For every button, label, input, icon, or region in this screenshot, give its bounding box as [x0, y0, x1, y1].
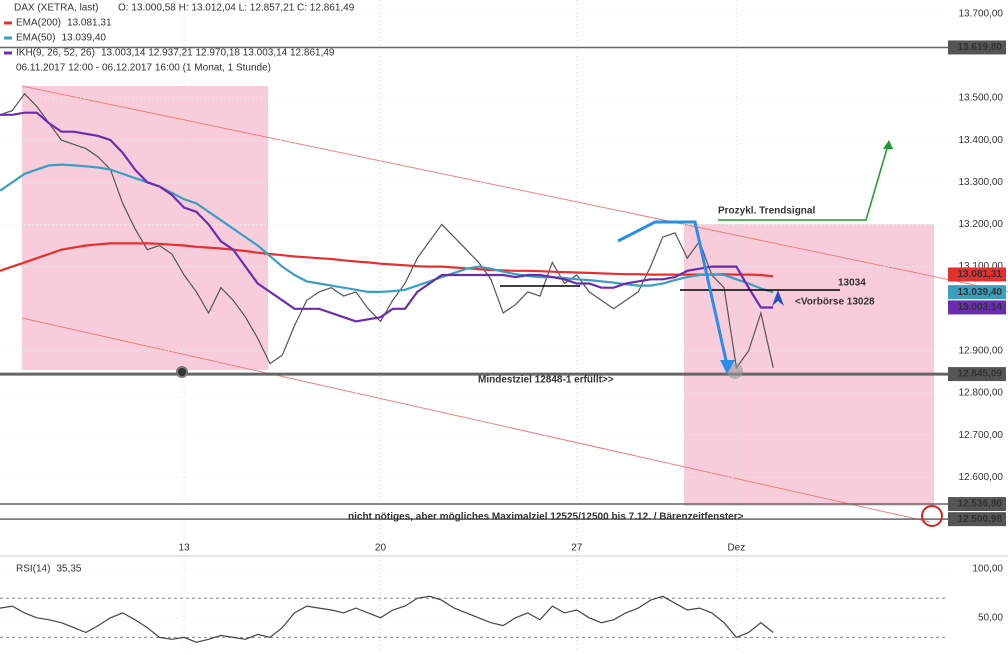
chart-title: DAX (XETRA, last) — [14, 3, 98, 14]
arrow-head — [720, 360, 735, 374]
x-tick-label: 27 — [571, 543, 583, 554]
y-tick-label: 13.400,00 — [959, 135, 1004, 146]
subtitle: 06.11.2017 12:00 - 06.12.2017 16:00 (1 M… — [16, 63, 271, 74]
price-flag-label: 13.619,80 — [958, 42, 1003, 53]
arrow — [617, 220, 729, 366]
y-tick-label: 13.200,00 — [959, 219, 1004, 230]
price-flag — [948, 300, 1006, 315]
x-tick-label: 20 — [375, 543, 387, 554]
marker — [176, 366, 188, 378]
x-tick-label: Dez — [727, 543, 745, 554]
y-tick-label: 13.100,00 — [959, 261, 1004, 272]
price-flag-label: 12.500,98 — [958, 514, 1003, 525]
series-line — [0, 111, 774, 323]
arrow-head — [883, 140, 893, 149]
y-tick-label: 13.300,00 — [959, 177, 1004, 188]
legend-name: EMA(200) — [16, 18, 61, 29]
price-flag — [948, 267, 1006, 282]
plot — [0, 0, 948, 652]
series-line — [0, 595, 774, 643]
channel-line — [21, 85, 1008, 293]
price-flag — [948, 285, 1006, 300]
annotation: <Vorbörse 13028 — [795, 297, 875, 308]
price-flag — [948, 497, 1006, 512]
time-window — [22, 86, 268, 370]
y-tick-label: 12.900,00 — [959, 346, 1004, 357]
price-flag — [948, 367, 1006, 382]
channel-line — [21, 317, 931, 523]
rsi-value: 35,35 — [56, 564, 81, 575]
y-tick-label: 13.700,00 — [959, 8, 1004, 19]
legend-value: 13.081,31 — [67, 18, 112, 29]
arrow — [718, 144, 889, 221]
legend-name: EMA(50) — [16, 33, 55, 44]
legend-name: IKH(9, 26, 52, 26) — [16, 48, 95, 59]
y-tick-label: 12.600,00 — [959, 472, 1004, 483]
x-tick-label: 13 — [179, 543, 191, 554]
target-circle — [921, 505, 943, 527]
y-tick-label: 50,00 — [978, 612, 1003, 623]
y-tick-label: 12.700,00 — [959, 430, 1004, 441]
series-line — [0, 163, 774, 294]
y-tick-label: 13.500,00 — [959, 93, 1004, 104]
price-flag-label: 13.081,31 — [958, 269, 1003, 280]
price-flag-label: 13.003,14 — [958, 302, 1003, 313]
annotation: Mindestziel 12848-1 erfüllt>> — [478, 375, 614, 386]
annotation: 13034 — [838, 278, 866, 289]
series-line — [0, 242, 774, 278]
legend-value: 13.039,40 — [61, 33, 106, 44]
y-tick-label: 12.800,00 — [959, 388, 1004, 399]
price-flag — [948, 40, 1006, 55]
price-flag-label: 12.845,09 — [958, 369, 1003, 380]
annotation: Prozykl. Trendsignal — [718, 206, 815, 217]
rsi-title: RSI(14) — [16, 564, 50, 575]
arrow-head — [772, 290, 784, 306]
price-flag — [948, 512, 1006, 527]
annotation: nicht nötiges, aber mögliches Maximalzie… — [348, 512, 744, 523]
legend-value: 13.003,14 12.937,21 12.970,18 13.003,14 … — [101, 48, 335, 59]
y-tick-label: 100,00 — [972, 564, 1003, 575]
price-flag-label: 12.536,80 — [958, 499, 1003, 510]
price-flag-label: 13.039,40 — [958, 287, 1003, 298]
ohlc: O: 13.000,58 H: 13.012,04 L: 12.857,21 C… — [118, 3, 355, 14]
